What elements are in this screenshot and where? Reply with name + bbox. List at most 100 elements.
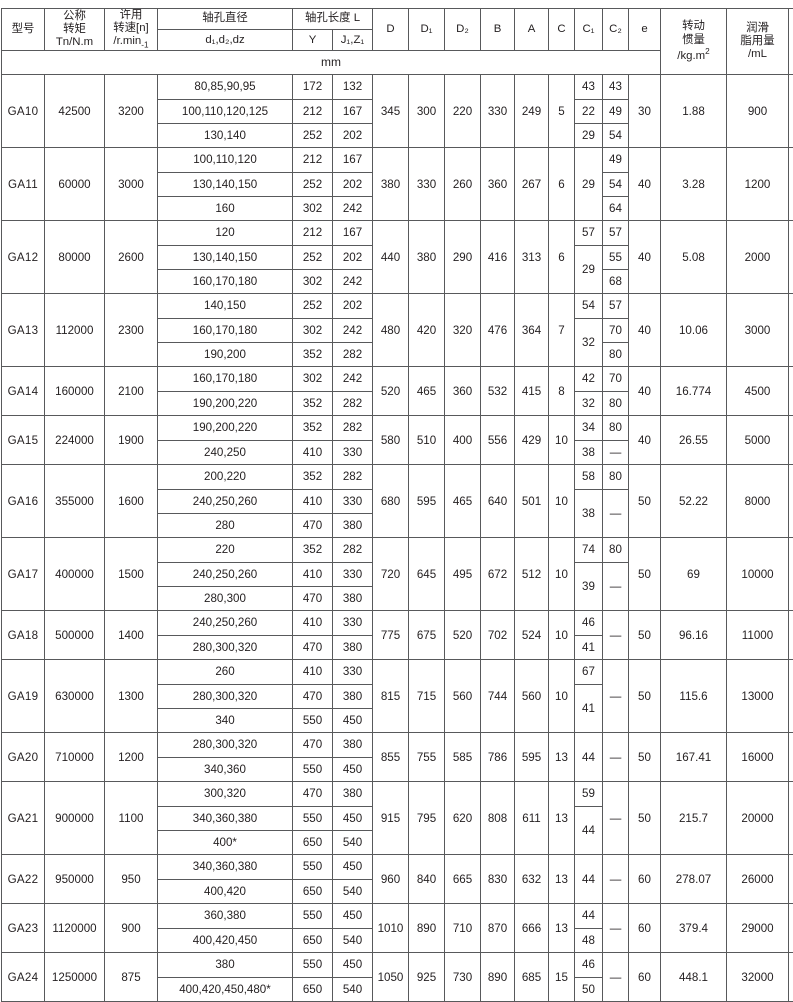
header-row-1: 型号 公称 转矩 Tn/N.m 许用 转速[n] /r.min-1 轴孔直径 轴… — [2, 9, 793, 30]
cell-torque: 400000 — [45, 538, 105, 611]
cell-model: GA11 — [2, 148, 45, 221]
cell-D1: 595 — [409, 465, 445, 538]
cell-D: 440 — [373, 221, 409, 294]
cell-C1-value: 44 — [575, 855, 602, 903]
cell-speed: 1500 — [105, 538, 158, 611]
cell-bore-diameter: 120 — [158, 221, 293, 245]
cell-C2-value: — — [603, 440, 628, 464]
cell-C2-value: 68 — [603, 269, 628, 293]
cell-mass: 156.7 — [789, 75, 793, 148]
cell-e: 30 — [629, 75, 661, 148]
cell-torque: 500000 — [45, 611, 105, 660]
cell-C1-value: 58 — [575, 465, 602, 489]
cell-C1-value: 29 — [575, 123, 602, 147]
cell-C1-value: 29 — [575, 148, 602, 220]
col-header-D1: D₁ — [409, 9, 445, 51]
cell-A: 249 — [515, 75, 549, 148]
cell-bore-length-J: 380 — [333, 733, 373, 758]
cell-speed: 2300 — [105, 294, 158, 367]
cell-bore-diameter: 380 — [158, 953, 293, 978]
cell-D1: 465 — [409, 367, 445, 416]
cell-C1-value: 48 — [575, 928, 602, 952]
cell-D2: 665 — [445, 855, 481, 904]
cell-bore-length-J: 167 — [333, 221, 373, 245]
cell-C2-split: 80— — [603, 416, 628, 464]
cell-speed: 2600 — [105, 221, 158, 294]
cell-mass: 1773 — [789, 660, 793, 733]
cell-bore-length-J: 132 — [333, 75, 373, 99]
cell-B: 640 — [481, 465, 515, 538]
cell-C1-value: 41 — [575, 684, 602, 732]
cell-bore-length-J: 450 — [333, 904, 373, 929]
cell-bore-diameter: 260 — [158, 660, 293, 684]
cell-bore-length-Y: 252 — [293, 245, 333, 269]
cell-C1-value: 57 — [575, 221, 602, 245]
cell-model: GA10 — [2, 75, 45, 148]
cell-D1: 510 — [409, 416, 445, 465]
cell-inertia: 215.7 — [661, 782, 727, 855]
cell-C2-value: — — [603, 611, 628, 659]
cell-C1-value: 67 — [575, 660, 602, 684]
cell-speed: 1600 — [105, 465, 158, 538]
cell-B: 786 — [481, 733, 515, 782]
cell-speed: 1100 — [105, 782, 158, 855]
cell-C2-split: 80— — [603, 465, 628, 537]
col-header-model: 型号 — [2, 9, 45, 51]
cell-bore-length-J: 202 — [333, 294, 373, 318]
cell-model: GA23 — [2, 904, 45, 953]
cell-A: 560 — [515, 660, 549, 733]
cell-A: 364 — [515, 294, 549, 367]
cell-A: 611 — [515, 782, 549, 855]
cell-B: 416 — [481, 221, 515, 294]
cell-inertia: 379.4 — [661, 904, 727, 953]
cell-e: 40 — [629, 367, 661, 416]
cell-grease: 16000 — [727, 733, 789, 782]
cell-bore-diameter: 240,250 — [158, 440, 293, 465]
cell-bore-length-Y: 352 — [293, 416, 333, 441]
cell-grease: 20000 — [727, 782, 789, 855]
cell-D1: 330 — [409, 148, 445, 221]
cell-bore-length-Y: 352 — [293, 391, 333, 416]
cell-C2-value: 49 — [603, 99, 628, 123]
cell-C2-value: 80 — [603, 416, 628, 440]
cell-D1: 925 — [409, 953, 445, 1002]
inertia-exponent: 2 — [705, 47, 710, 56]
cell-bore-diameter: 280,300,320 — [158, 684, 293, 708]
col-header-e: e — [629, 9, 661, 51]
cell-bore-length-Y: 410 — [293, 611, 333, 636]
cell-speed: 3200 — [105, 75, 158, 148]
cell-bore-diameter: 220 — [158, 538, 293, 562]
cell-inertia: 26.55 — [661, 416, 727, 465]
cell-e: 60 — [629, 953, 661, 1002]
cell-A: 632 — [515, 855, 549, 904]
cell-B: 744 — [481, 660, 515, 733]
cell-C1-value: 59 — [575, 782, 602, 806]
cell-bore-length-J: 380 — [333, 586, 373, 610]
cell-bore-length-Y: 302 — [293, 196, 333, 220]
cell-D: 1010 — [373, 904, 409, 953]
cell-torque: 630000 — [45, 660, 105, 733]
cell-C2-value: 80 — [603, 342, 628, 366]
cell-bore-length-Y: 410 — [293, 660, 333, 684]
cell-torque: 80000 — [45, 221, 105, 294]
cell-bore-length-Y: 470 — [293, 635, 333, 660]
cell-A: 501 — [515, 465, 549, 538]
col-header-inertia: 转动 惯量 /kg.m2 — [661, 9, 727, 75]
cell-C2: 80— — [603, 465, 629, 538]
cell-D1: 300 — [409, 75, 445, 148]
cell-bore-length-Y: 470 — [293, 733, 333, 758]
cell-mass: 1626 — [789, 611, 793, 660]
cell-mass: 2263 — [789, 733, 793, 782]
cell-C2-split: — — [603, 733, 628, 781]
cell-bore-length-J: 540 — [333, 977, 373, 1002]
cell-grease: 13000 — [727, 660, 789, 733]
cell-model: GA17 — [2, 538, 45, 611]
